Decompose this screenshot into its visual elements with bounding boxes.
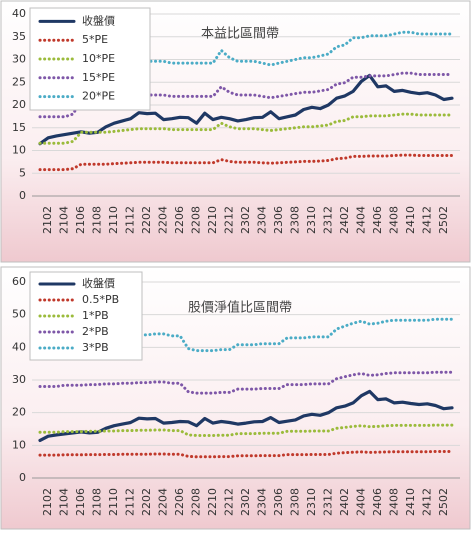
series-line xyxy=(38,370,454,395)
x-tick-label: 2202 xyxy=(140,206,153,234)
x-tick-label: 2310 xyxy=(305,488,318,516)
x-tick-label: 2110 xyxy=(107,488,120,516)
chart-title: 股價淨值比區間帶 xyxy=(188,300,292,316)
series-line xyxy=(38,389,454,442)
x-tick-label: 2102 xyxy=(41,488,54,516)
y-tick-label: 0 xyxy=(19,471,26,484)
x-tick-label: 2310 xyxy=(305,206,318,234)
y-tick-label: 20 xyxy=(12,98,26,111)
series-line xyxy=(38,112,454,145)
legend-label: 10*PE xyxy=(82,52,115,65)
x-tick-label: 2208 xyxy=(190,206,203,234)
x-tick-label: 2204 xyxy=(157,488,170,516)
y-tick-label: 35 xyxy=(12,30,26,43)
y-tick-label: 30 xyxy=(12,53,26,66)
x-tick-label: 2402 xyxy=(338,488,351,516)
chart-title: 本益比區間帶 xyxy=(201,27,279,42)
legend-label: 收盤價 xyxy=(82,276,115,290)
x-tick-label: 2302 xyxy=(239,206,252,234)
x-tick-label: 2108 xyxy=(91,488,104,516)
x-tick-label: 2110 xyxy=(107,206,120,234)
x-tick-label: 2312 xyxy=(321,206,334,234)
y-tick-label: 5 xyxy=(19,166,26,179)
x-tick-label: 2404 xyxy=(354,206,367,234)
x-tick-label: 2304 xyxy=(255,488,268,516)
x-tick-label: 2308 xyxy=(288,488,301,516)
x-tick-label: 2406 xyxy=(371,206,384,234)
x-tick-label: 2210 xyxy=(206,488,219,516)
x-tick-label: 2202 xyxy=(140,488,153,516)
x-tick-label: 2312 xyxy=(321,488,334,516)
x-tick-label: 2410 xyxy=(404,206,417,234)
legend-label: 0.5*PB xyxy=(82,293,119,306)
x-tick-label: 2106 xyxy=(74,206,87,234)
x-tick-label: 2212 xyxy=(223,488,236,516)
x-tick-label: 2204 xyxy=(157,206,170,234)
legend-label: 1*PB xyxy=(82,309,109,322)
x-tick-label: 2304 xyxy=(255,206,268,234)
x-tick-label: 2104 xyxy=(58,206,71,234)
x-tick-label: 2306 xyxy=(272,206,285,234)
x-tick-label: 2212 xyxy=(223,206,236,234)
y-tick-label: 25 xyxy=(12,75,26,88)
legend: 收盤價 0.5*PB 1*PB 2*PB 3*PB xyxy=(29,271,143,361)
y-tick-label: 60 xyxy=(12,275,26,288)
legend-label: 3*PB xyxy=(82,341,109,354)
x-tick-label: 2410 xyxy=(404,488,417,516)
x-tick-label: 2502 xyxy=(437,488,450,516)
x-tick-label: 2210 xyxy=(206,206,219,234)
series-line xyxy=(38,73,454,146)
x-tick-label: 2206 xyxy=(173,488,186,516)
x-tick-label: 2306 xyxy=(272,488,285,516)
x-tick-label: 2108 xyxy=(91,206,104,234)
x-tick-label: 2404 xyxy=(354,488,367,516)
y-tick-label: 15 xyxy=(12,121,26,134)
y-tick-label: 10 xyxy=(12,438,26,451)
legend-label: 5*PE xyxy=(82,33,108,46)
legend-label: 收盤價 xyxy=(82,13,115,27)
legend-label: 15*PE xyxy=(82,71,115,84)
y-tick-label: 40 xyxy=(12,340,26,353)
y-tick-label: 50 xyxy=(12,308,26,321)
legend-label: 20*PE xyxy=(82,90,115,103)
x-tick-label: 2408 xyxy=(387,488,400,516)
legend-label: 2*PB xyxy=(82,325,109,338)
x-tick-label: 2208 xyxy=(190,488,203,516)
series-line xyxy=(38,450,454,459)
x-tick-label: 2408 xyxy=(387,206,400,234)
y-tick-label: 20 xyxy=(12,406,26,419)
x-tick-label: 2102 xyxy=(41,206,54,234)
x-tick-label: 2412 xyxy=(420,488,433,516)
x-tick-label: 2412 xyxy=(420,206,433,234)
x-tick-label: 2112 xyxy=(124,488,137,516)
x-tick-label: 2302 xyxy=(239,488,252,516)
y-tick-label: 30 xyxy=(12,373,26,386)
x-tick-label: 2112 xyxy=(124,206,137,234)
x-tick-label: 2106 xyxy=(74,488,87,516)
y-tick-label: 10 xyxy=(12,144,26,157)
series-line xyxy=(38,423,454,437)
y-tick-label: 40 xyxy=(12,7,26,20)
series-line xyxy=(38,30,454,92)
x-tick-label: 2104 xyxy=(58,488,71,516)
series-line xyxy=(38,153,454,172)
x-tick-label: 2502 xyxy=(437,206,450,234)
x-tick-label: 2402 xyxy=(338,206,351,234)
y-tick-label: 0 xyxy=(19,189,26,202)
x-tick-label: 2406 xyxy=(371,488,384,516)
x-tick-label: 2206 xyxy=(173,206,186,234)
legend: 收盤價 5*PE 10*PE 15*PE 20*PE xyxy=(29,7,151,111)
x-tick-label: 2308 xyxy=(288,206,301,234)
